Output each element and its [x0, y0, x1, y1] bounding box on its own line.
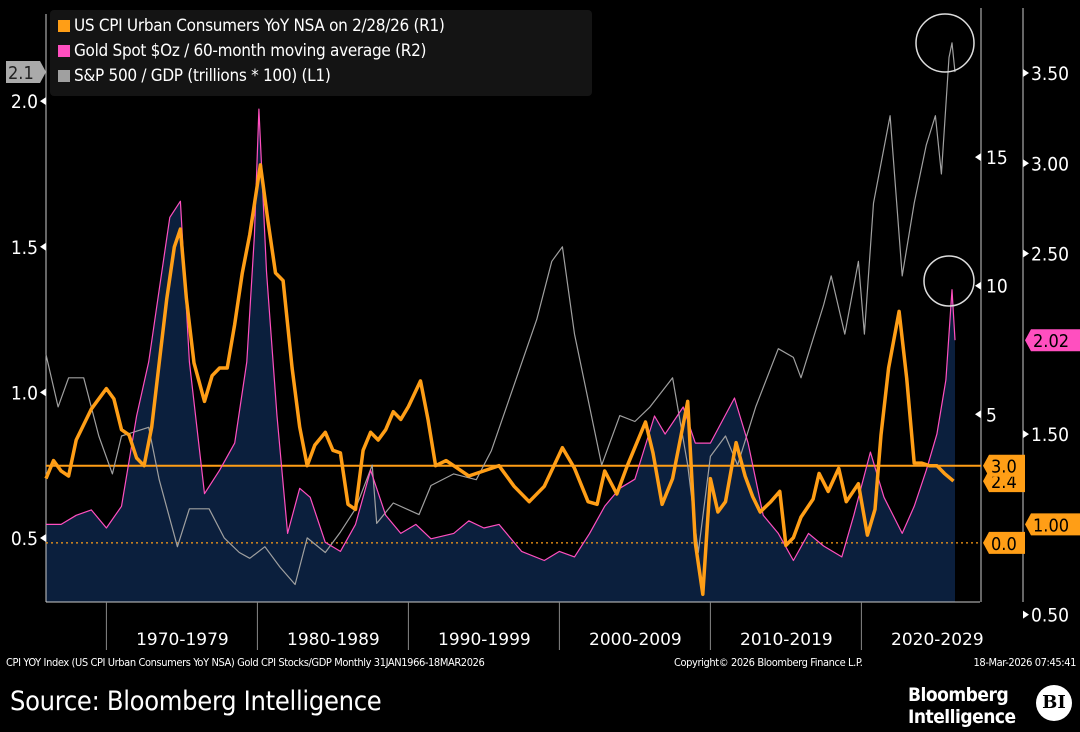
- l1-last-value-tag-bg: [6, 61, 46, 84]
- l1-last-value-tag: 2.1: [6, 61, 46, 84]
- r2-ref-tag: 1.00: [1025, 513, 1080, 536]
- x-tick-label: 2020-2029: [891, 630, 984, 650]
- highlight-circle: [915, 13, 975, 73]
- l1-tick: [40, 533, 46, 542]
- r1-tick: [975, 410, 981, 419]
- legend-item-gold: Gold Spot $Oz / 60-month moving average …: [58, 39, 584, 64]
- x-tick-label: 2000-2009: [589, 630, 682, 650]
- l1-last-value-tag-text: 2.1: [8, 63, 34, 84]
- l1-tick-label: 2.0: [11, 91, 38, 113]
- l1-tick: [40, 388, 46, 397]
- series-line-2: [45, 42, 956, 586]
- r2-tick: [1023, 159, 1029, 168]
- r1-ref-tag-3: 3.0: [983, 454, 1025, 478]
- l1-tick-label: 1.0: [11, 382, 38, 404]
- footer-copyright: Copyright© 2026 Bloomberg Finance L.P.: [674, 656, 863, 669]
- r2-tick: [1023, 430, 1029, 439]
- highlight-circle: [923, 255, 975, 307]
- l1-tick-label: 1.5: [11, 237, 38, 259]
- logo: Bloomberg Intelligence: [908, 684, 1016, 728]
- legend-label: Gold Spot $Oz / 60-month moving average …: [74, 41, 427, 61]
- legend: US CPI Urban Consumers YoY NSA on 2/28/2…: [50, 10, 592, 96]
- r1-ref-tag-3-bg: [983, 454, 1025, 477]
- legend-swatch: [58, 45, 70, 57]
- legend-item-sp500: S&P 500 / GDP (trillions * 100) (L1): [58, 64, 584, 89]
- legend-label: US CPI Urban Consumers YoY NSA on 2/28/2…: [74, 16, 445, 36]
- legend-swatch: [58, 20, 70, 32]
- l1-tick: [40, 242, 46, 251]
- x-tick-label: 1970-1979: [136, 630, 229, 650]
- logo-line2: Intelligence: [908, 706, 1016, 728]
- bi-badge-logo: BI: [1036, 685, 1072, 721]
- series-line-0: [44, 163, 955, 597]
- r2-tick: [1023, 610, 1029, 619]
- r2-tick-label: 2.50: [1031, 244, 1069, 266]
- r1-tick-label: 5: [986, 404, 997, 426]
- l1-tick: [40, 97, 46, 106]
- r2-ref-tag-text: 1.00: [1033, 515, 1069, 536]
- footer-info: CPI YOY Index (US CPI Urban Consumers Yo…: [6, 656, 485, 669]
- x-tick-label: 1990-1999: [438, 630, 531, 650]
- footer-timestamp: 18-Mar-2026 07:45:41: [973, 656, 1077, 669]
- l1-tick-label: 0.5: [11, 528, 38, 550]
- r1-ref-tag-0: 0.0: [983, 531, 1025, 555]
- r1-tick: [975, 153, 981, 162]
- source-text: Source: Bloomberg Intelligence: [10, 686, 382, 717]
- r1-ref-tag-3-text: 3.0: [991, 457, 1017, 478]
- r2-last-value-tag-bg: [1025, 329, 1080, 352]
- r1-last-value-tag-text: 2.4: [991, 472, 1017, 493]
- chart: 1970-1979 1980-1989 1990-1999 2000-2009 2010…: [6, 8, 1080, 650]
- r1-tick: [975, 281, 981, 290]
- logo-line1: Bloomberg: [908, 684, 1009, 706]
- r1-ref-tag-0-text: 0.0: [991, 534, 1017, 555]
- x-tick-label: 1980-1989: [287, 630, 380, 650]
- legend-swatch: [58, 70, 70, 82]
- legend-item-cpi: US CPI Urban Consumers YoY NSA on 2/28/2…: [58, 14, 584, 39]
- x-tick-label: 2010-2019: [740, 630, 833, 650]
- r2-tick-label: 3.00: [1031, 153, 1069, 175]
- r2-tick: [1023, 249, 1029, 258]
- r2-tick: [1023, 68, 1029, 77]
- r2-tick-label: 3.50: [1031, 63, 1069, 85]
- gold-area-fill: [46, 109, 955, 602]
- r2-tick-label: 1.50: [1031, 424, 1069, 446]
- r1-ref-tag-0-bg: [983, 531, 1025, 554]
- r1-tick-label: 15: [986, 147, 1008, 169]
- r2-last-value-tag: 2.02: [1025, 329, 1080, 352]
- r2-last-value-tag-text: 2.02: [1033, 331, 1069, 352]
- r2-ref-tag-bg: [1025, 513, 1080, 536]
- r1-tick-label: 10: [986, 276, 1008, 298]
- r2-tick-label: 0.50: [1031, 605, 1069, 627]
- legend-label: S&P 500 / GDP (trillions * 100) (L1): [74, 66, 331, 86]
- series-line-1: [46, 108, 956, 562]
